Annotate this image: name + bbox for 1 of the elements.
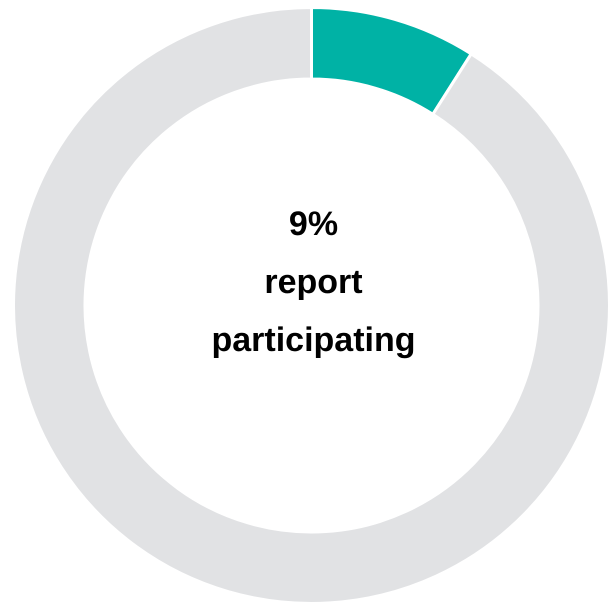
text: 9% report participating	[210, 204, 417, 361]
